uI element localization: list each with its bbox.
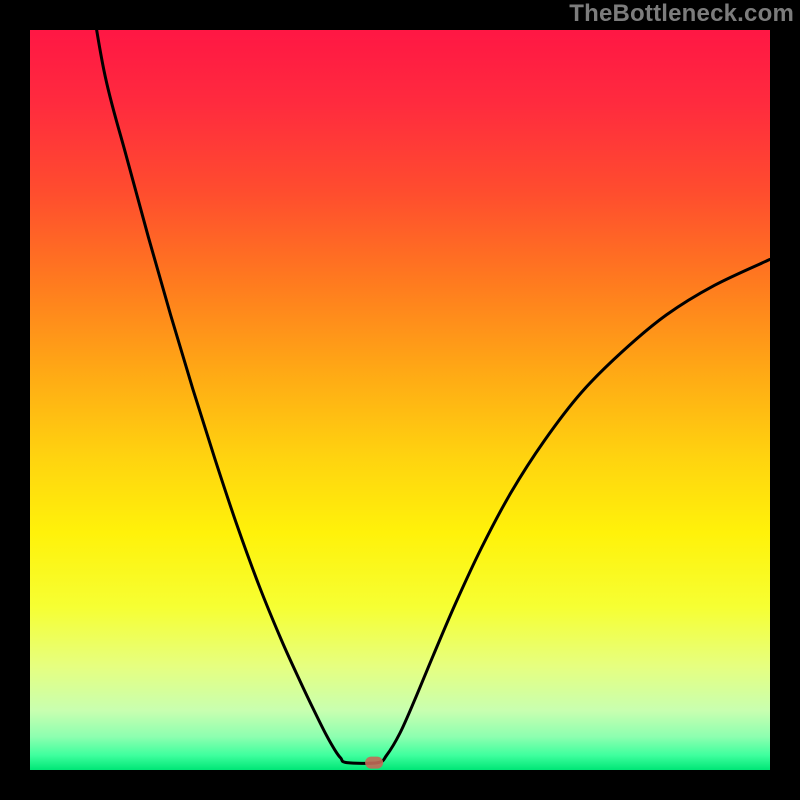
plot-background-gradient (30, 30, 770, 770)
figure-root: TheBottleneck.com (0, 0, 800, 800)
chart-svg (0, 0, 800, 800)
optimum-marker (365, 757, 383, 769)
watermark-text: TheBottleneck.com (569, 0, 794, 28)
